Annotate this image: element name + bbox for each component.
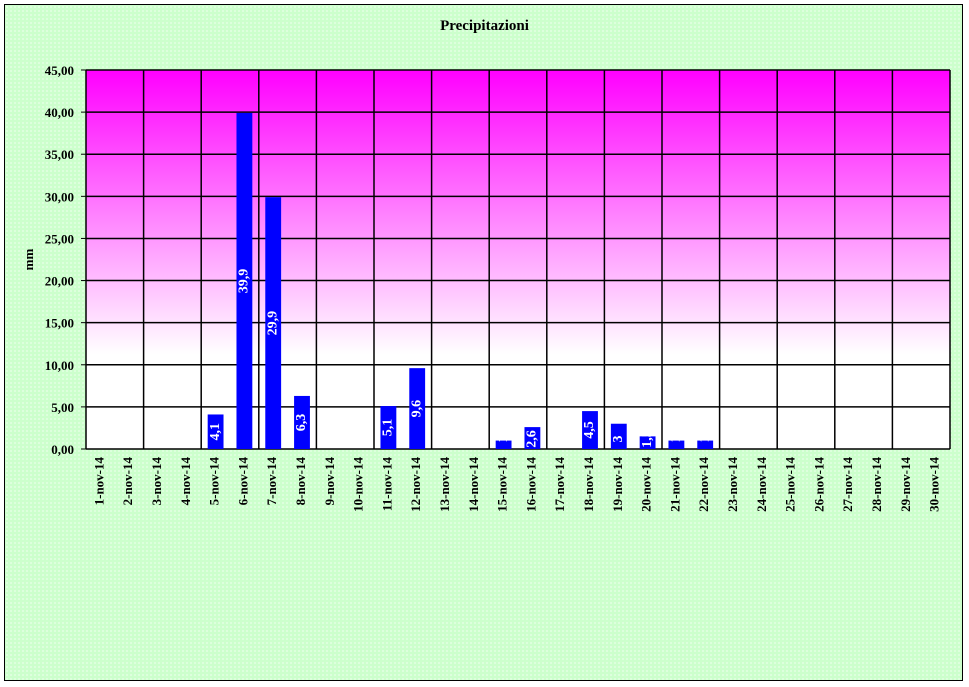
data-label: 3 [611, 436, 626, 443]
y-tick-label: 10,00 [45, 358, 74, 373]
data-label: 1 [669, 436, 684, 443]
x-tick-label: 30-nov-14 [927, 457, 942, 512]
plot-area [86, 70, 950, 449]
x-tick-label: 12-nov-14 [408, 457, 423, 512]
bar [265, 197, 282, 449]
bar [207, 414, 224, 449]
data-labels: 4,1 39,9 29,9 6,3 5,1 9,6 1 2,6 4,5 3 1,5 1 1 [208, 269, 713, 448]
x-tick-label: 29-nov-14 [898, 457, 913, 512]
x-axis-ticks: 1-nov-14 2-nov-14 3-nov-14 4-nov-14 5-nov-14… [91, 457, 941, 512]
x-tick-label: 11-nov-14 [379, 457, 394, 512]
y-tick-label: 20,00 [45, 274, 74, 289]
data-label: 1 [697, 436, 712, 443]
y-axis-title: mm [21, 249, 36, 271]
x-tick-label: 16-nov-14 [523, 457, 538, 512]
bar [524, 427, 541, 449]
x-tick-label: 2-nov-14 [120, 457, 135, 506]
x-tick-label: 7-nov-14 [264, 457, 279, 506]
data-label: 6,3 [294, 414, 309, 432]
bar [294, 395, 310, 449]
bar [610, 423, 627, 449]
x-tick-label: 23-nov-14 [725, 457, 740, 512]
x-tick-label: 5-nov-14 [207, 457, 222, 506]
bar [639, 436, 656, 449]
data-label: 5,1 [381, 419, 396, 437]
bar [495, 440, 512, 449]
x-tick-label: 20-nov-14 [639, 457, 654, 512]
x-tick-label: 18-nov-14 [581, 457, 596, 512]
bar [380, 406, 397, 449]
x-tick-label: 28-nov-14 [869, 457, 884, 512]
x-tick-label: 26-nov-14 [811, 457, 826, 512]
data-label: 1,5 [640, 430, 655, 448]
x-tick-label: 25-nov-14 [783, 457, 798, 512]
data-label: 29,9 [265, 311, 280, 336]
x-tick-label: 21-nov-14 [667, 457, 682, 512]
gridlines [85, 69, 951, 450]
bar [668, 440, 685, 449]
x-tick-label: 9-nov-14 [322, 457, 337, 506]
y-tick-label: 40,00 [45, 105, 74, 120]
x-tick-label: 3-nov-14 [149, 457, 164, 506]
y-tick-label: 45,00 [45, 63, 74, 78]
data-label: 4,1 [208, 423, 223, 441]
x-tick-label: 17-nov-14 [552, 457, 567, 512]
data-label: 39,9 [237, 269, 252, 294]
data-label: 1 [496, 436, 511, 443]
x-tick-label: 15-nov-14 [495, 457, 510, 512]
x-tick-label: 13-nov-14 [437, 457, 452, 512]
x-tick-label: 14-nov-14 [466, 457, 481, 512]
x-tick-label: 8-nov-14 [293, 457, 308, 506]
y-tick-label: 30,00 [45, 189, 74, 204]
x-tick-label: 4-nov-14 [178, 457, 193, 506]
y-tick-label: 15,00 [45, 316, 74, 331]
y-tick-label: 35,00 [45, 147, 74, 162]
data-label: 4,5 [582, 421, 597, 439]
x-tick-label: 22-nov-14 [696, 457, 711, 512]
data-label: 2,6 [525, 430, 540, 448]
x-tick-label: 6-nov-14 [235, 457, 250, 506]
x-tick-label: 1-nov-14 [91, 457, 106, 506]
y-tick-label: 25,00 [45, 231, 74, 246]
x-tick-label: 24-nov-14 [754, 457, 769, 512]
bar [697, 440, 714, 449]
x-tick-label: 19-nov-14 [610, 457, 625, 512]
y-tick-label: 0,00 [51, 442, 74, 457]
chart-title: Precipitazioni [440, 18, 529, 34]
bar [409, 368, 426, 449]
y-axis-ticks: 0,00 5,00 10,00 15,00 20,00 25,00 30,00 35,00 40… [45, 63, 86, 457]
bar [582, 411, 598, 449]
y-tick-label: 5,00 [51, 400, 74, 415]
x-tick-label: 10-nov-14 [351, 457, 366, 512]
data-label: 9,6 [409, 400, 424, 418]
x-tick-label: 27-nov-14 [840, 457, 855, 512]
bar [236, 112, 253, 449]
bars [207, 112, 714, 449]
